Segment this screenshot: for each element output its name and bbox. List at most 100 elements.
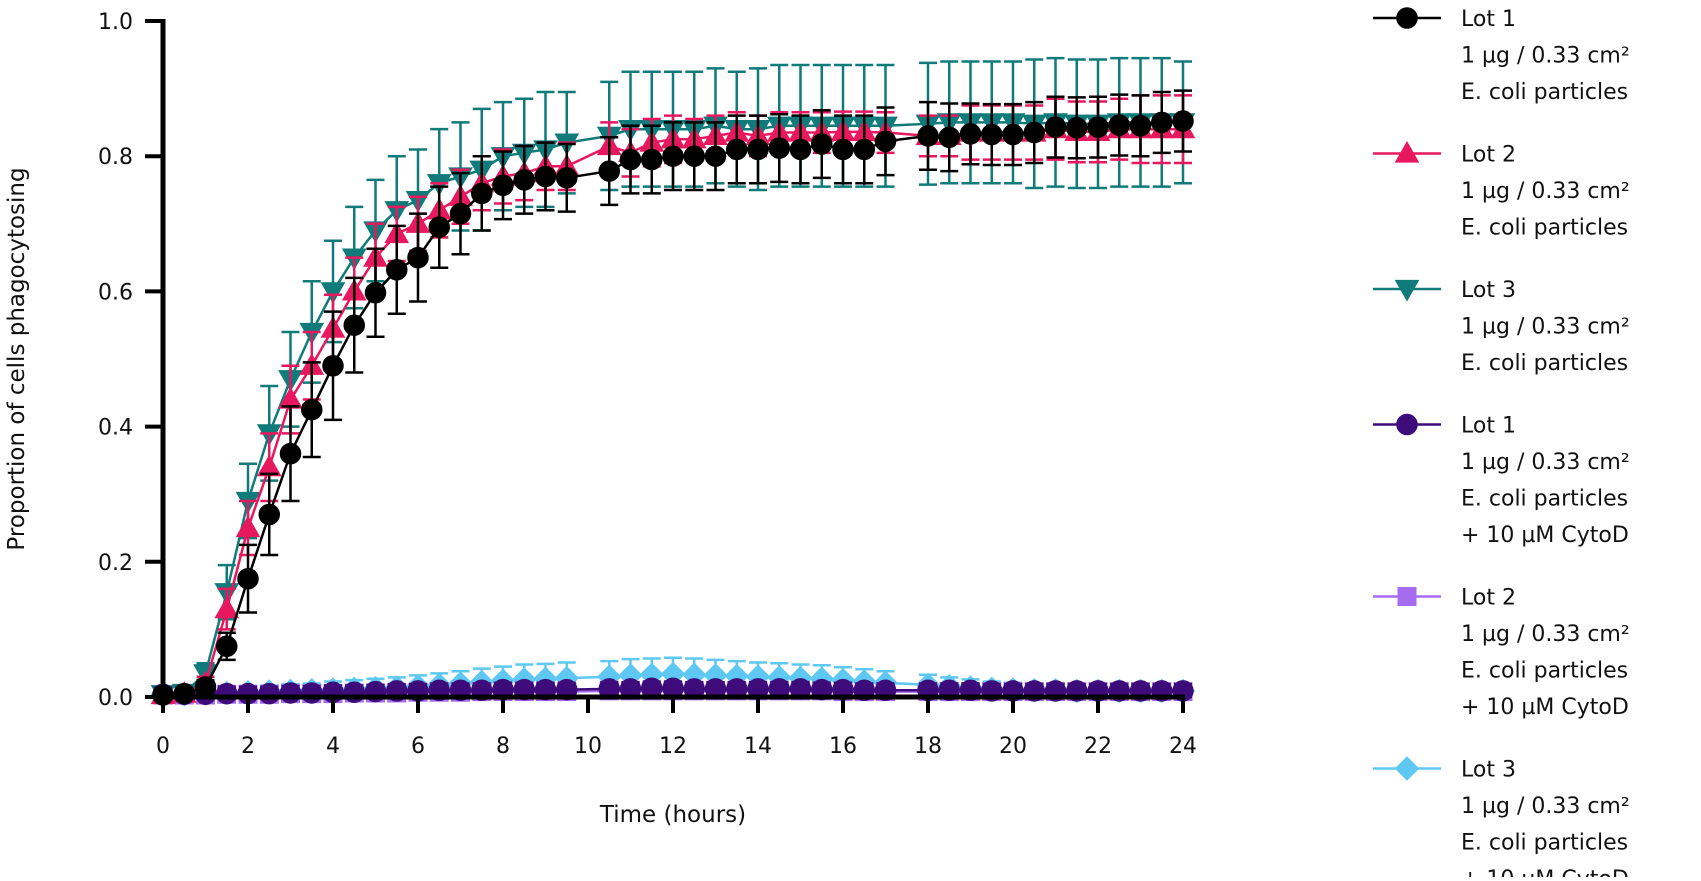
data-point	[471, 182, 493, 205]
data-point	[1108, 114, 1130, 136]
legend-label: + 10 µM CytoD	[1461, 867, 1629, 877]
x-tick-label: 4	[326, 734, 340, 759]
data-point	[216, 635, 238, 658]
legend-label: 1 µg / 0.33 cm²	[1461, 622, 1630, 647]
x-axis-title: Time (hours)	[599, 802, 746, 828]
x-tick-label: 0	[156, 734, 170, 759]
data-point	[598, 160, 620, 182]
y-tick-label: 0.0	[98, 686, 133, 711]
legend-label: Lot 1	[1461, 7, 1516, 32]
axes-layer: 0 2 4 6 8 10 12 14 16 18 20 22 24 0.00.20.40.60.81.0…	[4, 10, 1197, 828]
x-tick-label: 10	[574, 734, 602, 759]
data-point	[619, 148, 642, 171]
data-point	[874, 130, 897, 153]
data-point	[258, 682, 280, 705]
x-ticks: 0 2 4 6 8 10 12 14 16 18 20 22 24	[156, 697, 1197, 759]
data-point	[194, 676, 217, 698]
legend-label: Lot 1	[1461, 414, 1516, 439]
legend-label: 1 µg / 0.33 cm²	[1461, 315, 1630, 340]
y-axis-title: Proportion of cells phagocytosing	[4, 167, 30, 550]
x-tick-label: 8	[496, 734, 510, 759]
data-point	[534, 165, 557, 188]
data-point	[364, 282, 387, 304]
legend-label: 1 µg / 0.33 cm²	[1461, 450, 1630, 475]
data-point	[235, 515, 261, 538]
data-point	[704, 145, 727, 167]
data-point	[832, 138, 854, 161]
y-tick-label: 0.2	[98, 551, 133, 576]
data-point	[641, 148, 663, 171]
data-point	[301, 682, 323, 704]
legend-label: E. coli particles	[1461, 659, 1628, 684]
x-tick-label: 16	[829, 734, 857, 759]
data-point	[492, 174, 514, 197]
data-point	[1087, 116, 1109, 138]
legend-item-5: Lot 2 1 µg / 0.33 cm² E. coli particles + 1…	[1373, 586, 1630, 720]
legend-item-4: Lot 1 1 µg / 0.33 cm² E. coli particles + 1…	[1373, 413, 1630, 548]
legend-label: E. coli particles	[1461, 487, 1628, 512]
y-tick-label: 0.4	[98, 416, 133, 441]
data-point	[216, 682, 238, 705]
data-point	[214, 596, 240, 619]
data-point	[301, 398, 323, 421]
data-point	[1172, 110, 1194, 132]
data-point	[959, 123, 982, 145]
legend-swatch-marker	[1394, 279, 1420, 302]
legend-item-2: Lot 2 1 µg / 0.33 cm² E. coli particles	[1373, 140, 1630, 241]
data-point	[279, 442, 302, 465]
legend-label: + 10 µM CytoD	[1461, 695, 1629, 720]
data-point	[853, 138, 875, 161]
legend-label: Lot 2	[1461, 143, 1516, 168]
data-point	[1151, 111, 1173, 134]
data-point	[513, 169, 535, 191]
legend-swatch-marker	[1396, 413, 1418, 436]
legend-label: E. coli particles	[1461, 216, 1628, 241]
data-point	[917, 125, 939, 147]
data-point	[343, 314, 365, 336]
x-tick-label: 6	[411, 734, 425, 759]
legend-item-6: Lot 3 1 µg / 0.33 cm² E. coli particles + 1…	[1373, 756, 1630, 881]
legend-label: Lot 3	[1461, 758, 1516, 783]
data-point	[173, 682, 195, 705]
data-point	[279, 682, 302, 704]
legend-swatch-marker	[1397, 587, 1417, 606]
data-point	[428, 216, 450, 238]
x-tick-label: 22	[1084, 734, 1112, 759]
data-point	[407, 246, 429, 269]
y-tick-label: 0.6	[98, 280, 133, 305]
y-tick-label: 0.8	[98, 145, 133, 170]
y-ticks: 0.0 0.2 0.4 0.6 0.8 1.0	[98, 10, 163, 711]
legend-label: 1 µg / 0.33 cm²	[1461, 44, 1630, 69]
data-point	[449, 202, 472, 225]
data-point	[258, 503, 280, 526]
data-point	[322, 355, 344, 377]
x-tick-label: 20	[999, 734, 1027, 759]
legend-label: 1 µg / 0.33 cm²	[1461, 179, 1630, 204]
data-point	[1129, 115, 1152, 137]
data-point	[386, 259, 408, 281]
x-tick-label: 14	[744, 734, 772, 759]
legend-label: E. coli particles	[1461, 351, 1628, 376]
data-point	[662, 145, 684, 167]
data-point	[726, 138, 748, 161]
y-tick-label: 1.0	[98, 10, 133, 35]
data-point	[768, 137, 790, 159]
data-point	[237, 567, 259, 590]
legend-label: E. coli particles	[1461, 831, 1628, 856]
data-point	[811, 133, 833, 155]
legend-label: E. coli particles	[1461, 80, 1628, 105]
legend-swatch-marker	[1396, 7, 1418, 29]
data-point	[320, 282, 346, 304]
series-1	[152, 89, 1194, 706]
legend-swatch-marker	[1394, 140, 1420, 163]
legend-label: Lot 3	[1461, 278, 1516, 303]
data-point	[747, 138, 769, 161]
data-point	[789, 138, 812, 161]
data-point	[556, 167, 578, 189]
legend-item-3: Lot 3 1 µg / 0.33 cm² E. coli particles	[1373, 278, 1630, 376]
data-point	[1044, 116, 1067, 138]
data-point	[683, 145, 705, 167]
series-layer	[150, 56, 1196, 707]
